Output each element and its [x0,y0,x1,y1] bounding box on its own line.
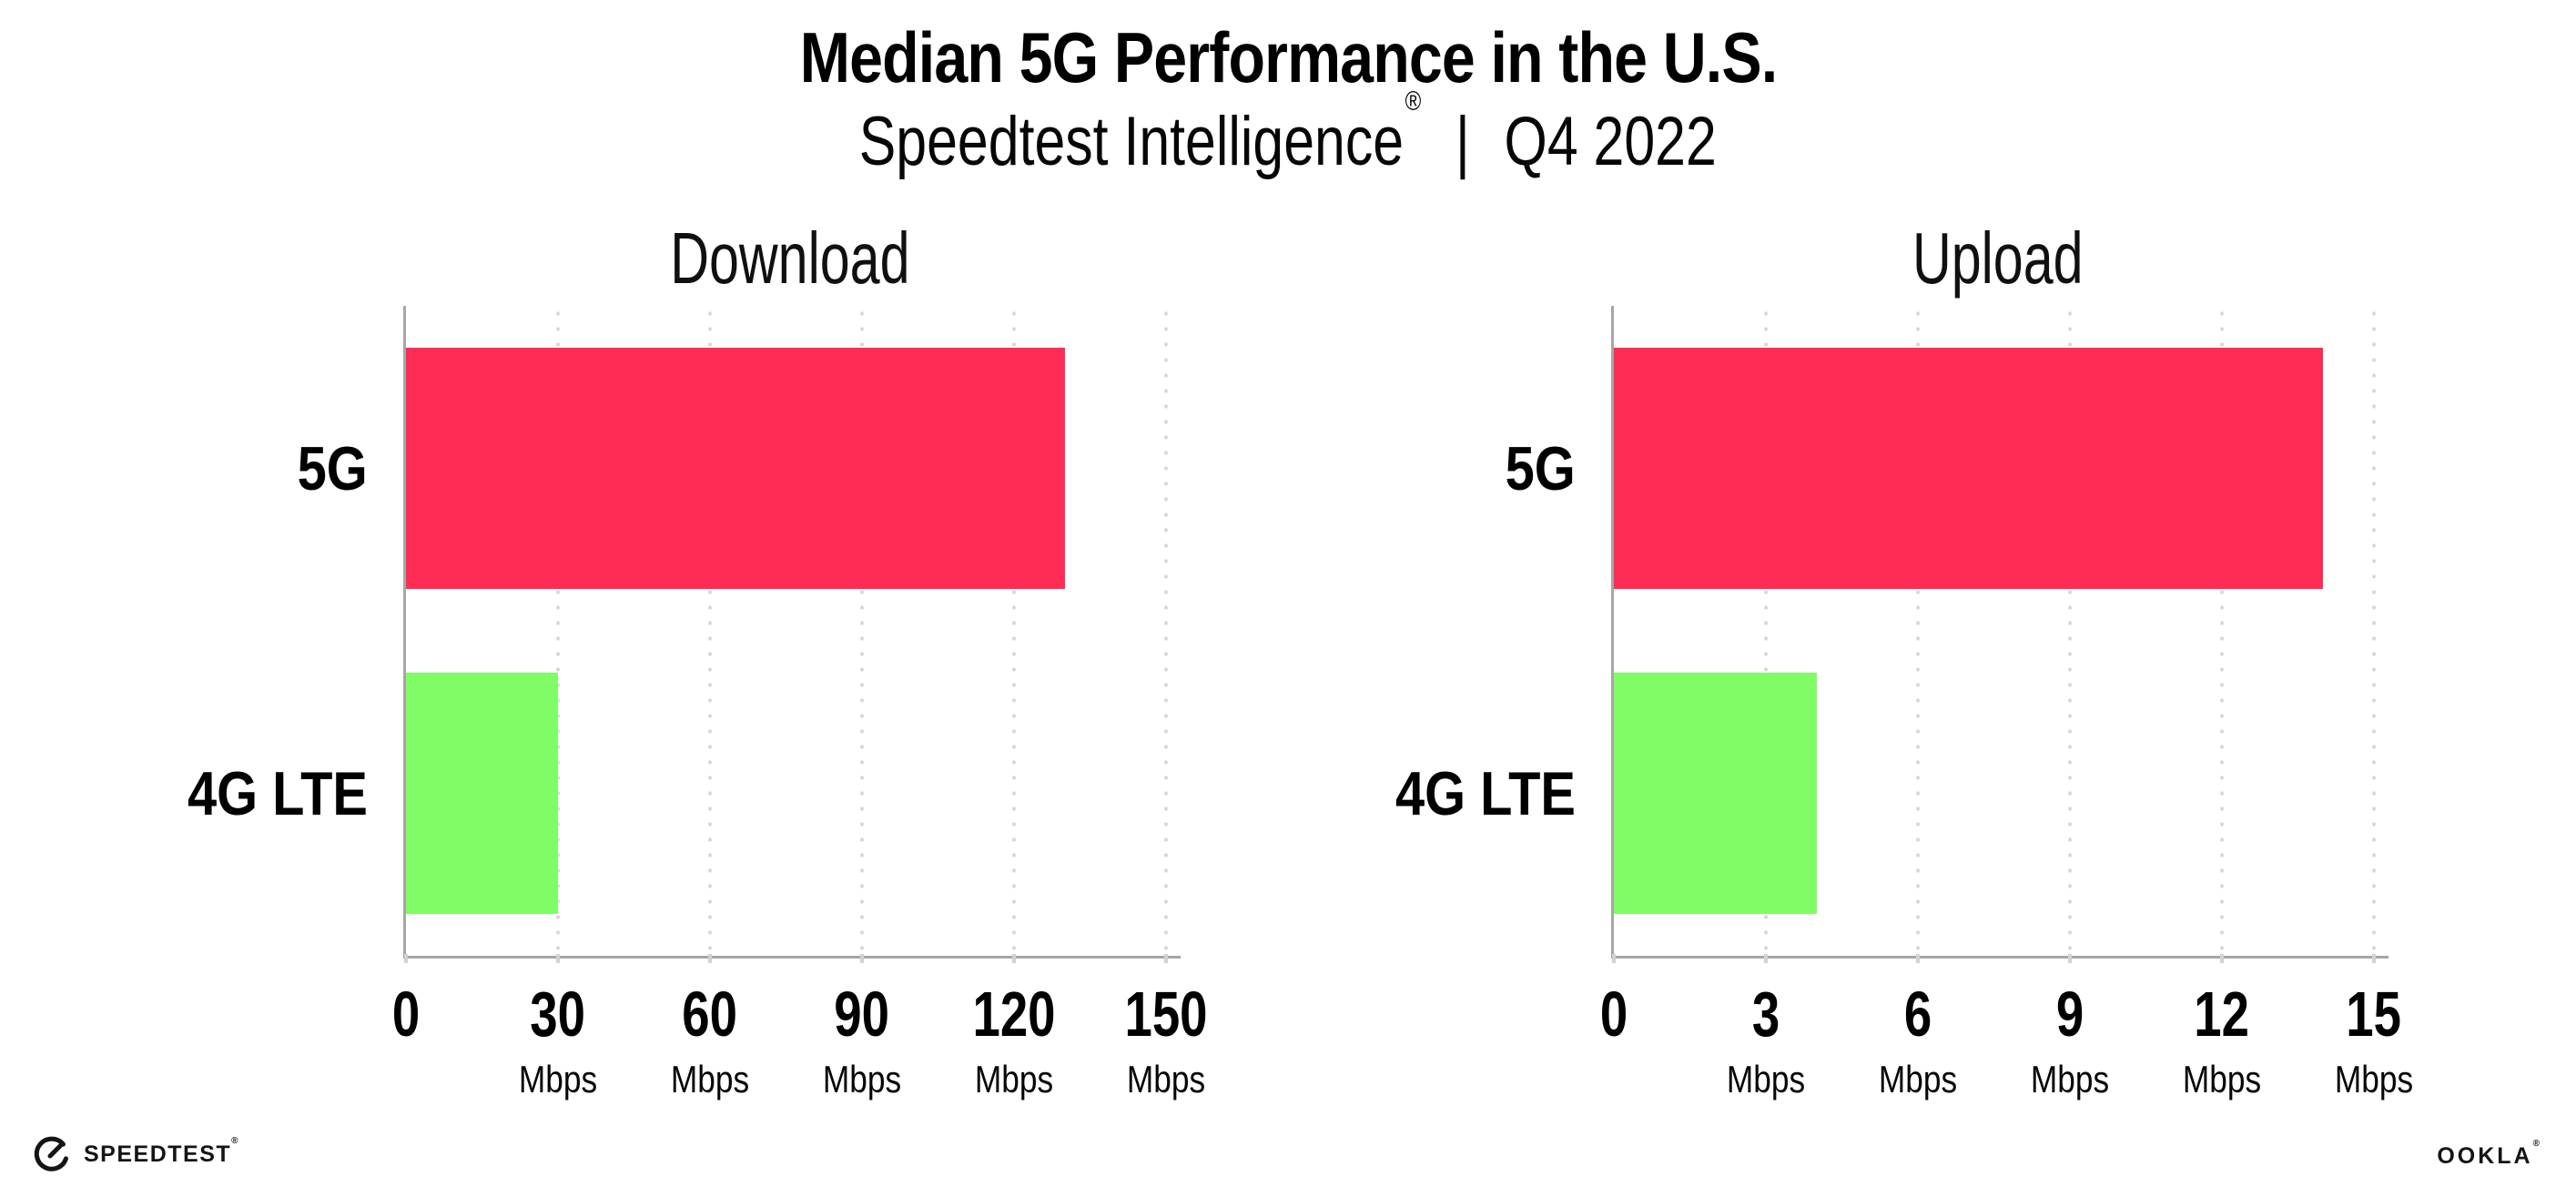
x-tickmark-9 [2068,954,2072,963]
x-tickmark-60 [708,954,712,963]
gridline-150 [1164,306,1168,956]
gridline-6 [1916,306,1920,956]
x-tickmark-30 [556,954,560,963]
upload-plot-area: 0 3 Mbps 6 Mbps 9 Mbps 12 Mbps 15 Mbps 5G 4G LTE [1395,306,2413,1101]
x-tick-label-12: 12 Mbps [2182,979,2262,1101]
download-plot-area: 0 30 Mbps 60 Mbps 90 Mbps 120 Mbps 150 Mbps 5G 4G LT… [188,306,1208,1101]
category-label-4g-lte: 4G LTE [187,758,368,828]
x-tickmark-0 [1612,954,1616,963]
subtitle-period: Q4 2022 [1504,103,1718,180]
x-tick-label-30: 30 Mbps [518,979,598,1101]
download-chart-title: Download [670,218,910,299]
x-axis-line [403,956,1181,959]
y-axis-line [1611,306,1614,959]
x-tickmark-0 [404,954,408,963]
gridline-9 [2068,306,2072,956]
ookla-wordmark: OOKLA® [2437,1139,2540,1169]
x-tickmark-15 [2372,954,2376,963]
gridline-30 [556,306,560,956]
x-tick-label-3: 3 Mbps [1726,979,1806,1101]
x-tickmark-90 [860,954,864,963]
x-tick-label-150: 150 Mbps [1124,979,1208,1101]
page-subtitle: Speedtest Intelligence® | Q4 2022 [0,86,2576,181]
x-tick-label-90: 90 Mbps [822,979,902,1101]
ookla-logo: OOKLA® [2437,1136,2540,1176]
gridline-90 [860,306,864,956]
x-tick-label-6: 6 Mbps [1878,979,1958,1101]
gridline-12 [2220,306,2224,956]
x-tickmark-6 [1916,954,1920,963]
x-tickmark-3 [1764,954,1768,963]
x-tick-label-60: 60 Mbps [670,979,750,1101]
registered-mark: ® [231,1136,240,1147]
bar-5g-download [406,348,1065,589]
speedtest-logo: SPEEDTEST® [31,1131,239,1178]
gridline-60 [708,306,712,956]
x-tickmark-120 [1012,954,1016,963]
x-tick-label-15: 15 Mbps [2334,979,2414,1101]
upload-chart-title: Upload [1912,218,2084,299]
category-label-5g: 5G [1505,433,1576,503]
registered-mark: ® [2532,1139,2540,1150]
page-title: Median 5G Performance in the U.S. [799,17,1777,97]
speedtest-wordmark: SPEEDTEST® [84,1136,240,1167]
y-axis-line [403,306,406,959]
x-tick-label-0: 0 [1599,979,1628,1050]
x-axis-line [1611,956,2388,959]
x-tickmark-150 [1164,954,1168,963]
gridline-15 [2372,306,2376,956]
gridline-120 [1012,306,1016,956]
category-label-4g-lte: 4G LTE [1394,758,1576,828]
x-tick-label-120: 120 Mbps [972,979,1056,1101]
x-tick-label-9: 9 Mbps [2030,979,2110,1101]
bar-4g-lte-upload [1614,673,1817,914]
speedtest-gauge-icon [34,1136,68,1172]
x-tick-label-0: 0 [391,979,421,1050]
bar-5g-upload [1614,348,2324,589]
bar-4g-lte-download [406,673,558,914]
category-label-5g: 5G [297,433,368,503]
x-tickmark-12 [2220,954,2224,963]
gridline-3 [1764,306,1768,956]
subtitle-product: Speedtest Intelligence [858,103,1405,180]
registered-mark: ® [1405,86,1422,117]
subtitle-separator: | [1455,103,1471,180]
